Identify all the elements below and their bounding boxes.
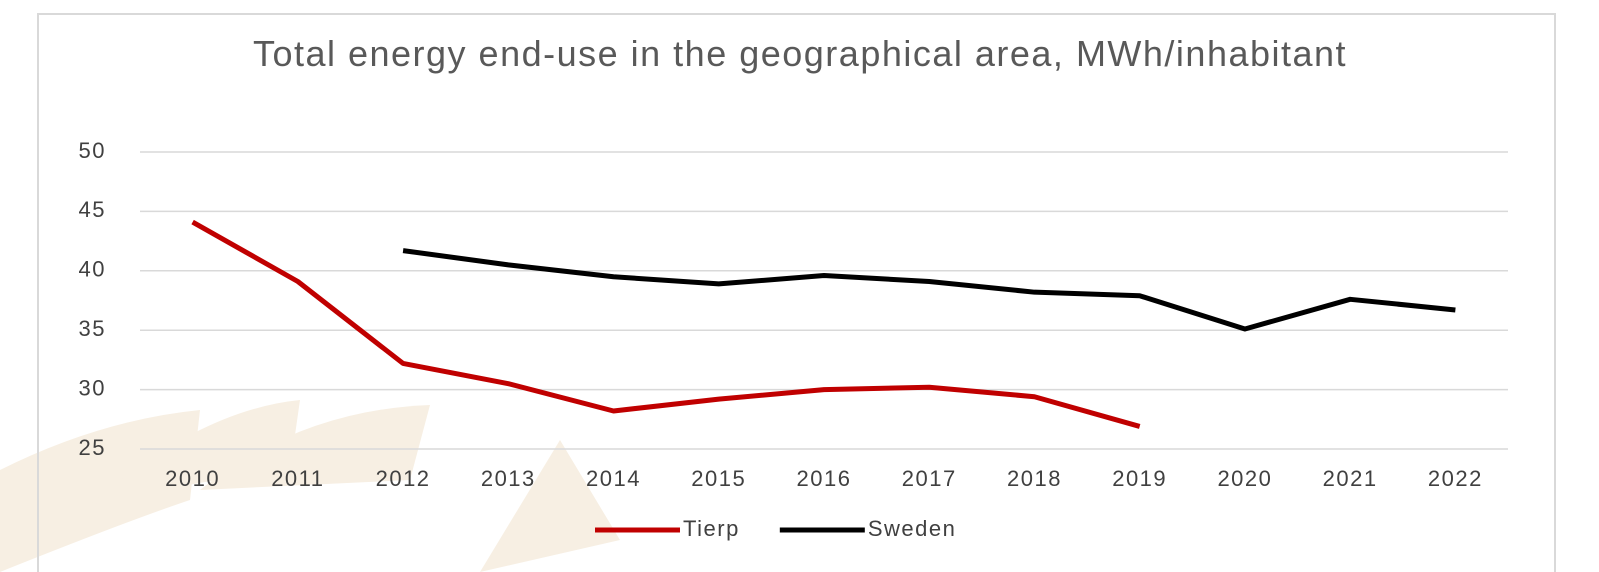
x-tick-label: 2010 bbox=[165, 466, 220, 491]
x-tick-label: 2022 bbox=[1428, 466, 1483, 491]
x-tick-label: 2019 bbox=[1112, 466, 1167, 491]
legend-label: Sweden bbox=[868, 516, 957, 541]
y-tick-label: 25 bbox=[79, 435, 106, 460]
x-tick-label: 2016 bbox=[797, 466, 852, 491]
y-tick-label: 45 bbox=[79, 197, 106, 222]
x-tick-label: 2014 bbox=[586, 466, 641, 491]
y-tick-label: 30 bbox=[79, 375, 106, 400]
x-tick-label: 2011 bbox=[271, 466, 324, 491]
x-tick-label: 2013 bbox=[481, 466, 536, 491]
series-line bbox=[403, 251, 1455, 329]
x-tick-label: 2020 bbox=[1217, 466, 1272, 491]
x-tick-label: 2018 bbox=[1007, 466, 1062, 491]
x-tick-label: 2021 bbox=[1323, 466, 1378, 491]
chart: 25 30 35 40 45 50 2010 2011 2012 2013 2014 2015 2016… bbox=[0, 0, 1599, 572]
y-tick-label: 50 bbox=[79, 138, 106, 163]
x-tick-label: 2017 bbox=[902, 466, 957, 491]
y-tick-label: 35 bbox=[79, 316, 106, 341]
page: 25 30 35 40 45 50 2010 2011 2012 2013 2014 2015 2016… bbox=[0, 0, 1599, 572]
x-tick-label: 2012 bbox=[376, 466, 431, 491]
series-line bbox=[193, 222, 1140, 426]
y-tick-label: 40 bbox=[79, 257, 106, 282]
legend-label: Tierp bbox=[683, 516, 740, 541]
chart-title: Total energy end-use in the geographical… bbox=[250, 32, 1350, 76]
x-tick-label: 2015 bbox=[691, 466, 746, 491]
